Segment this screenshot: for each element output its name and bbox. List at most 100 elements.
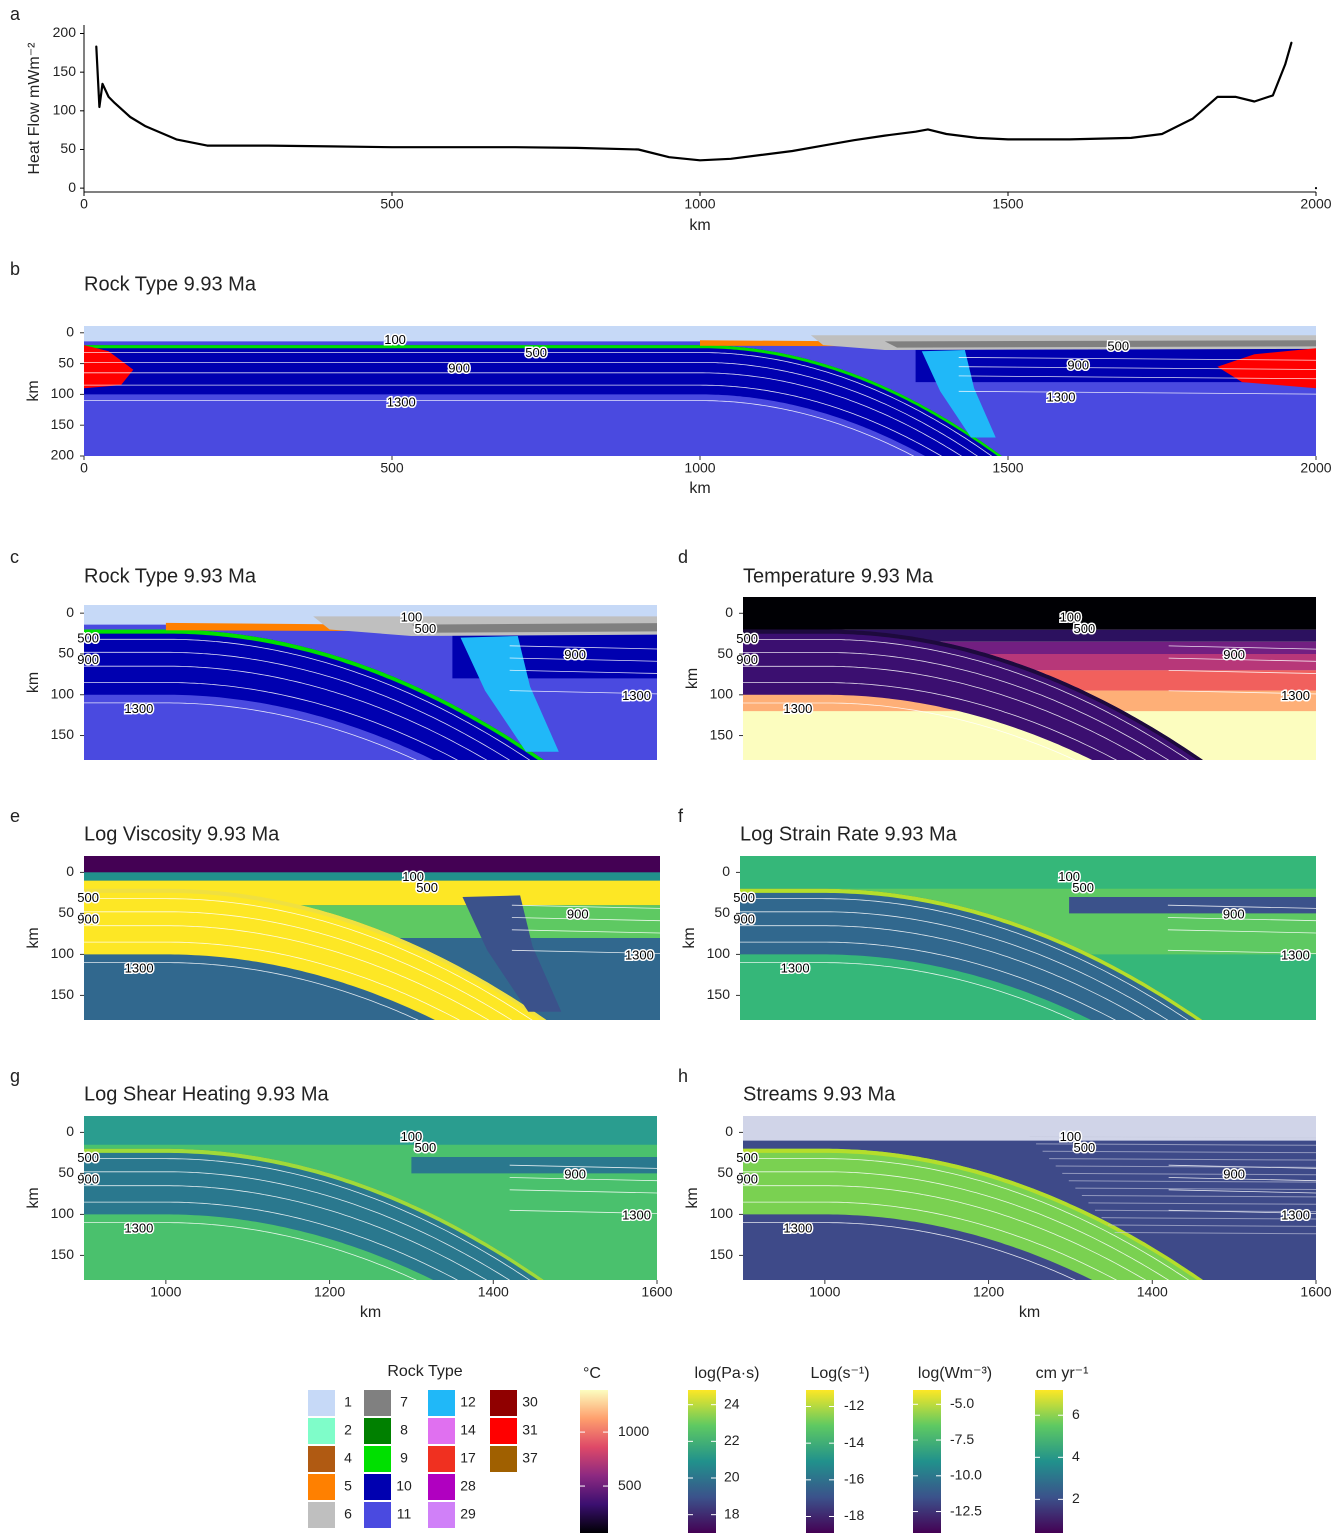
legend-label: 1 [344,1394,352,1410]
contour-label: 500 [77,890,99,905]
y-tick-label: 0 [725,604,733,620]
contour-label: 1300 [124,1221,153,1236]
y-tick-label: 150 [51,986,75,1002]
y-axis-label: km [25,1187,42,1208]
colorbar-tick-label: 500 [618,1477,642,1493]
slab [743,1148,1203,1280]
legend-label: 17 [460,1450,476,1466]
heat-flow-line [95,41,1318,190]
colorbar-tick-label: 18 [724,1505,740,1521]
contour-label: 500 [733,890,755,905]
y-tick-label: 50 [60,140,76,156]
contour-label: 500 [525,345,547,360]
isotherm [511,904,660,909]
y-tick-label: 50 [58,904,74,920]
isotherm [1168,1189,1316,1194]
isotherm [84,638,531,760]
x-tick-label: 500 [380,196,404,212]
y-tick-label: 100 [53,102,77,118]
legend-swatch [490,1446,517,1472]
colorbar-tick-label: -14 [844,1434,864,1450]
isotherm [1168,669,1316,674]
isotherm [1167,917,1316,922]
legend-label: 10 [396,1478,412,1494]
legend-swatch [428,1474,455,1500]
legend-label: 9 [400,1450,408,1466]
contour-label: 500 [77,631,99,646]
y-axis-label: km [681,927,698,948]
stream-line [1114,1231,1316,1235]
isotherm [84,1185,488,1280]
contour-label: 1300 [622,688,651,703]
contour-label: 100 [401,609,423,624]
colorbar [688,1390,716,1533]
y-tick-label: 50 [58,645,74,661]
x-tick-label: 1500 [992,460,1023,476]
panel-label: h [678,1066,688,1086]
isotherm [1168,657,1316,662]
x-tick-label: 1400 [1137,1284,1168,1300]
y-tick-label: 0 [66,604,74,620]
colorbar-title: Log(s⁻¹) [810,1365,869,1382]
x-tick-label: 1600 [1300,1284,1331,1300]
panel-label: b [10,259,20,279]
layer [1069,897,1316,914]
colorbar-title: log(Pa·s) [695,1365,760,1382]
panel-title: Rock Type 9.93 Ma [84,273,257,295]
stream-line [1055,1165,1316,1168]
x-tick-label: 1000 [684,196,715,212]
y-tick-label: 200 [51,447,75,463]
contour-label: 900 [567,906,589,921]
contour-label: 900 [564,1166,586,1181]
contour-label: 500 [414,1140,436,1155]
contour-label: 900 [448,361,470,376]
stream-line [1062,1172,1316,1176]
y-tick-label: 50 [714,904,730,920]
legend-label: 7 [400,1394,408,1410]
isotherm [84,372,963,456]
isotherm [84,941,460,1020]
isotherm [509,1189,657,1194]
x-axis-label: km [1019,1304,1040,1321]
contour-label: 1300 [1281,1207,1310,1222]
contour-label: 900 [733,911,755,926]
colorbar-tick-label: -10.0 [950,1467,982,1483]
isotherm [511,949,660,954]
panel-label: f [678,806,684,826]
colorbar-tick-label: 22 [724,1432,740,1448]
legend-label: 6 [344,1506,352,1522]
contour-label: 100 [384,332,406,347]
isotherm [1167,949,1316,954]
isotherm [84,911,513,1020]
legend-swatch [308,1390,335,1416]
isotherm [509,645,657,650]
contour-label: 100 [1060,610,1082,625]
legend-swatch [364,1418,391,1444]
panel-label: g [10,1066,20,1086]
y-tick-label: 50 [717,645,733,661]
y-tick-label: 0 [66,1123,74,1139]
colorbar-tick-label: 1000 [618,1423,649,1439]
layer [743,597,1316,630]
legend-title: Rock Type [387,1363,462,1380]
colorbar-title: cm yr⁻¹ [1036,1365,1089,1382]
contour-label: 1300 [1281,947,1310,962]
isotherm [84,898,533,1020]
lower-crust [884,340,1316,348]
stream-line [1101,1217,1316,1220]
contour-label: 900 [736,652,758,667]
legend-swatch [428,1418,455,1444]
isotherm [743,1201,1118,1280]
legend-label: 2 [344,1422,352,1438]
legend-swatch [364,1390,391,1416]
legend-label: 4 [344,1450,352,1466]
x-axis-label: km [689,480,710,497]
plume [462,895,562,1012]
contour-label: 900 [736,1171,758,1186]
x-tick-label: 1600 [641,1284,672,1300]
layer [84,1116,657,1145]
isotherm [743,1158,1190,1280]
isotherm [740,911,1169,1020]
legend-label: 8 [400,1422,408,1438]
isotherm [958,375,1316,380]
